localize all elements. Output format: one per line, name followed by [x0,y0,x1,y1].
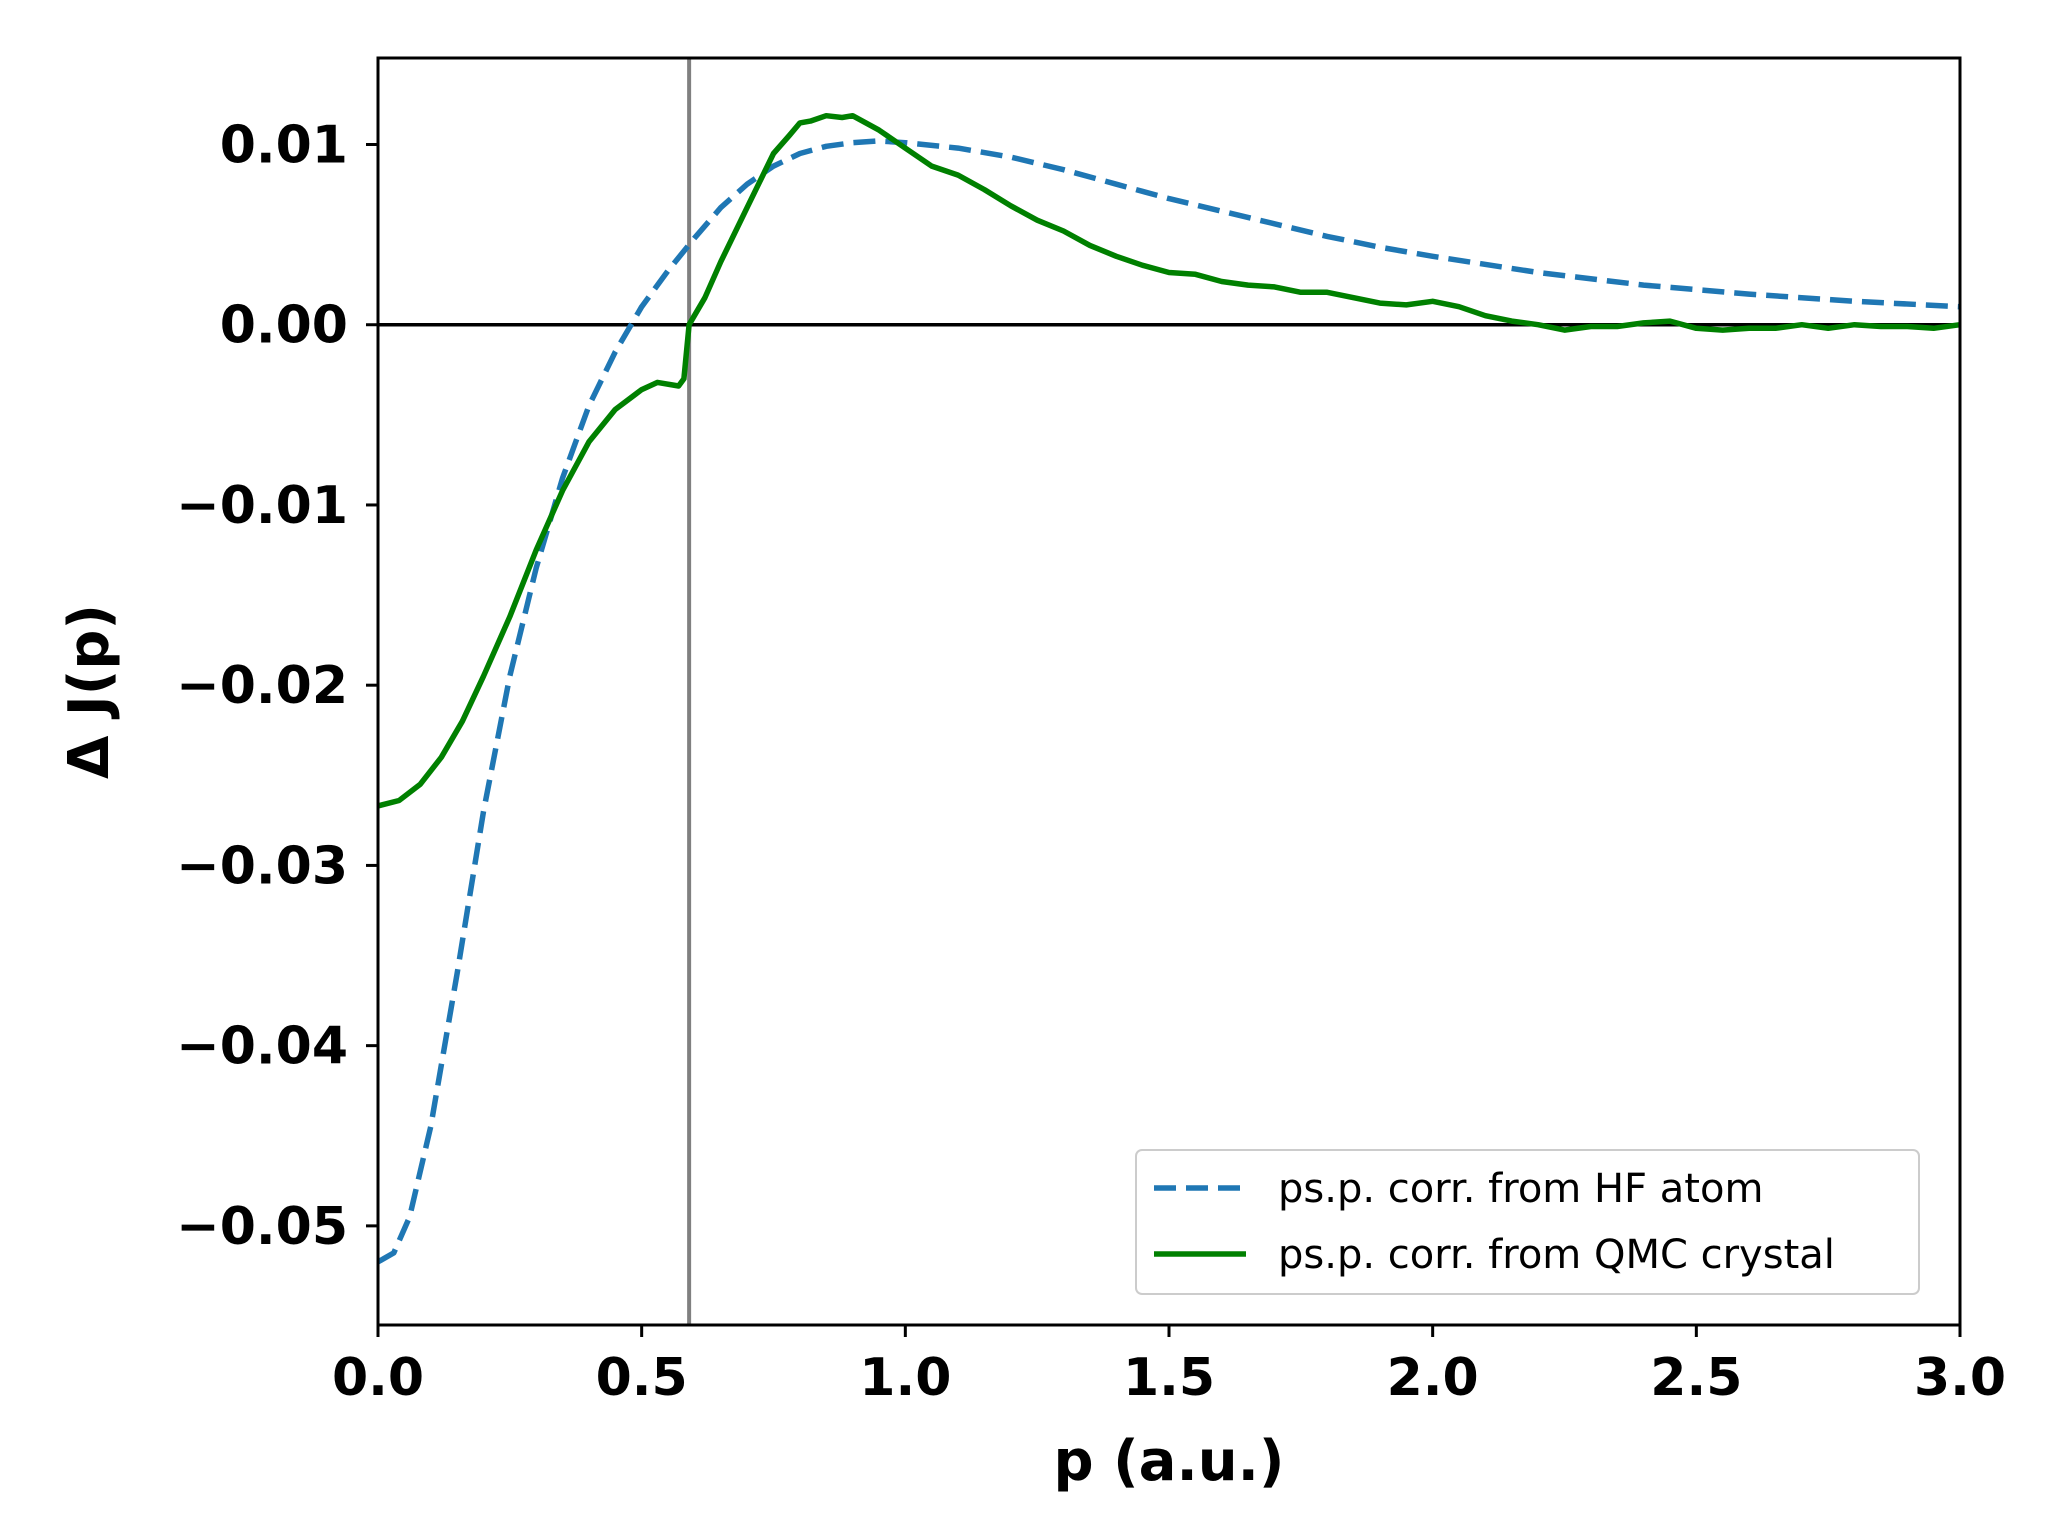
y-axis-label: Δ J(p) [57,604,122,779]
y-tick-label: −0.04 [176,1017,348,1077]
legend-label-0: ps.p. corr. from HF atom [1278,1166,1763,1212]
reference-lines [378,58,1960,1325]
y-tick-label: −0.01 [176,476,348,536]
y-tick-label: −0.03 [176,836,348,896]
x-tick-label: 1.0 [859,1348,951,1408]
x-tick-label: 3.0 [1914,1348,2006,1408]
x-axis-label: p (a.u.) [1054,1429,1285,1494]
x-tick-label: 2.5 [1650,1348,1742,1408]
y-axis: 0.01 0.00 −0.01 −0.02 −0.03 −0.04 −0.05 [176,116,378,1257]
y-tick-label: 0.01 [220,116,348,176]
y-tick-label: −0.05 [176,1197,348,1257]
x-axis: 0.0 0.5 1.0 1.5 2.0 2.5 3.0 [332,1325,2006,1408]
series-line-0 [376,138,1961,1265]
series-line-1 [377,112,1961,809]
series-layer [376,112,1961,1265]
legend-label-1: ps.p. corr. from QMC crystal [1278,1232,1835,1278]
legend: ps.p. corr. from HF atom ps.p. corr. from… [1135,1149,1920,1295]
x-tick-label: 1.5 [1123,1348,1215,1408]
x-tick-label: 0.0 [332,1348,424,1408]
x-tick-label: 2.0 [1387,1348,1479,1408]
legend-box [1135,1149,1920,1295]
x-tick-label: 0.5 [596,1348,688,1408]
y-tick-label: −0.02 [176,656,348,716]
y-tick-label: 0.00 [220,296,348,356]
